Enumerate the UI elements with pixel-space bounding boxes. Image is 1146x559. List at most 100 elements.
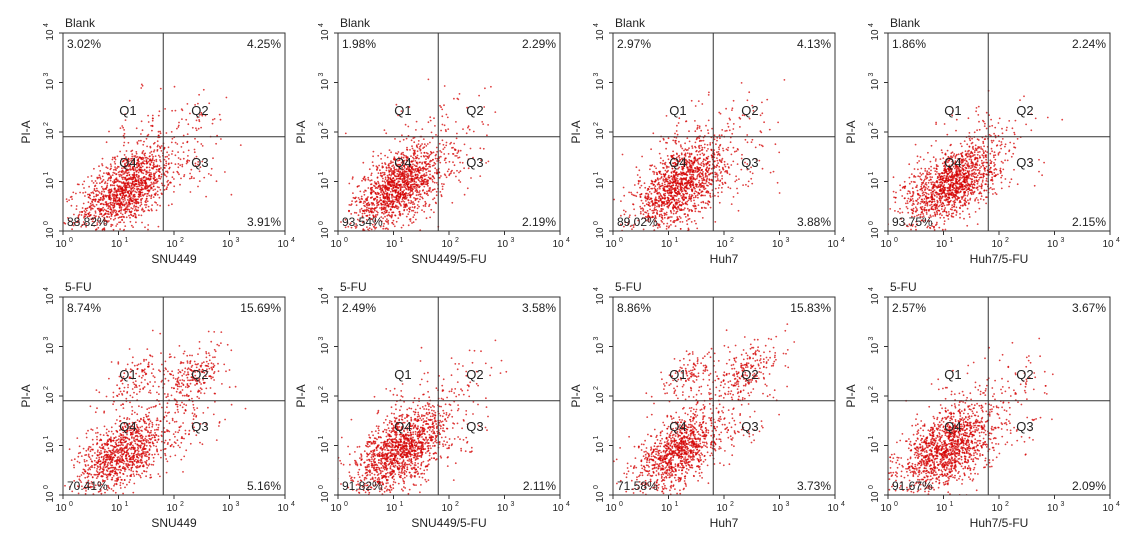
scatter-point [977, 189, 979, 191]
scatter-point [386, 170, 388, 172]
scatter-point [688, 182, 690, 184]
scatter-point [159, 146, 161, 148]
scatter-point [94, 189, 96, 191]
scatter-point [390, 162, 392, 164]
scatter-point [715, 176, 717, 178]
scatter-point [680, 217, 682, 219]
scatter-point [408, 200, 410, 202]
scatter-point [135, 151, 137, 153]
scatter-point [725, 166, 727, 168]
scatter-point [152, 120, 154, 122]
scatter-point [359, 211, 361, 213]
scatter-point [462, 128, 464, 130]
scatter-point [402, 171, 404, 173]
scatter-point [652, 212, 654, 214]
scatter-point [83, 203, 85, 205]
scatter-point [668, 194, 670, 196]
scatter-point [113, 203, 115, 205]
scatter-point [150, 147, 152, 149]
scatter-point [183, 135, 185, 137]
scatter-point [698, 163, 700, 165]
scatter-point [402, 224, 404, 226]
scatter-point [432, 165, 434, 167]
scatter-point [658, 233, 660, 235]
scatter-point [641, 185, 643, 187]
scatter-point [435, 155, 437, 157]
scatter-point [623, 195, 625, 197]
scatter-point [146, 204, 148, 206]
scatter-point [412, 184, 414, 186]
scatter-point [704, 179, 706, 181]
scatter-point [699, 127, 701, 129]
scatter-point [680, 228, 682, 230]
scatter-point [914, 168, 916, 170]
scatter-point [631, 193, 633, 195]
scatter-point [157, 194, 159, 196]
scatter-point [672, 221, 674, 223]
y-tick-exponent: 1 [593, 172, 600, 176]
scatter-point [685, 179, 687, 181]
scatter-point [688, 179, 690, 181]
scatter-point [386, 201, 388, 203]
scatter-point [408, 224, 410, 226]
scatter-point [707, 144, 709, 146]
scatter-point [158, 226, 160, 228]
scatter-point [440, 106, 442, 108]
scatter-point [965, 170, 967, 172]
scatter-point [384, 198, 386, 200]
scatter-point [969, 146, 971, 148]
scatter-point [371, 189, 373, 191]
scatter-point [158, 175, 160, 177]
scatter-point [460, 150, 462, 152]
x-tick-label: 10 [497, 239, 509, 250]
scatter-point [691, 145, 693, 147]
scatter-point [705, 174, 707, 176]
scatter-point [706, 158, 708, 160]
scatter-point [398, 211, 400, 213]
scatter-point [651, 233, 653, 235]
x-tick-exponent: 0 [69, 237, 73, 244]
scatter-point [701, 147, 703, 149]
scatter-point [187, 123, 189, 125]
scatter-point [129, 217, 131, 219]
scatter-point [752, 139, 754, 141]
scatter-point [770, 172, 772, 174]
scatter-point [362, 242, 364, 244]
scatter-point [665, 170, 667, 172]
scatter-point [148, 134, 150, 136]
scatter-point [354, 212, 356, 214]
scatter-point [682, 190, 684, 192]
scatter-point [101, 191, 103, 193]
scatter-point [364, 194, 366, 196]
scatter-point [157, 204, 159, 206]
scatter-point [379, 197, 381, 199]
scatter-point [751, 141, 753, 143]
scatter-point [724, 130, 726, 132]
scatter-point [196, 120, 198, 122]
scatter-point [448, 168, 450, 170]
y-tick-label: 10 [595, 178, 606, 190]
scatter-point [944, 207, 946, 209]
scatter-point [403, 206, 405, 208]
scatter-point [652, 188, 654, 190]
scatter-point [394, 182, 396, 184]
scatter-point [739, 126, 741, 128]
x-axis-label: SNU449 [151, 252, 197, 266]
scatter-point [135, 208, 137, 210]
scatter-point [974, 131, 976, 133]
scatter-point [116, 167, 118, 169]
scatter-point [677, 175, 679, 177]
scatter-point [432, 137, 434, 139]
scatter-point [699, 176, 701, 178]
scatter-point [212, 157, 214, 159]
scatter-point [903, 238, 905, 240]
scatter-point [670, 192, 672, 194]
scatter-point [434, 167, 436, 169]
scatter-point [683, 199, 685, 201]
scatter-point [84, 195, 86, 197]
scatter-point [141, 185, 143, 187]
scatter-point [689, 154, 691, 156]
scatter-point [404, 198, 406, 200]
scatter-point [411, 139, 413, 141]
